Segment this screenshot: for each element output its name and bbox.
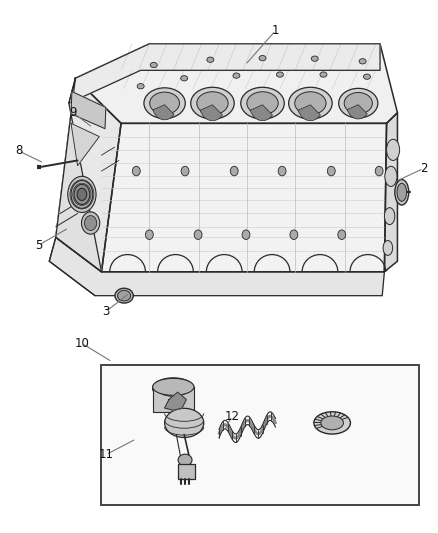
Ellipse shape: [152, 378, 194, 399]
Wedge shape: [250, 105, 272, 120]
Ellipse shape: [314, 412, 350, 434]
Ellipse shape: [383, 240, 392, 255]
Ellipse shape: [327, 166, 335, 176]
Ellipse shape: [85, 216, 97, 230]
Wedge shape: [153, 104, 174, 120]
Ellipse shape: [289, 87, 332, 119]
Ellipse shape: [165, 408, 204, 438]
Ellipse shape: [181, 166, 189, 176]
Polygon shape: [102, 123, 387, 272]
Wedge shape: [298, 105, 321, 120]
Wedge shape: [200, 105, 223, 120]
Ellipse shape: [290, 230, 298, 239]
Ellipse shape: [137, 84, 144, 89]
Ellipse shape: [145, 230, 153, 239]
Text: 5: 5: [35, 239, 42, 252]
Ellipse shape: [233, 73, 240, 78]
Text: 9: 9: [70, 106, 77, 119]
Ellipse shape: [207, 57, 214, 62]
Ellipse shape: [242, 230, 250, 239]
Text: 1: 1: [272, 24, 279, 37]
Ellipse shape: [144, 88, 185, 118]
Text: 2: 2: [420, 162, 427, 175]
Ellipse shape: [194, 230, 202, 239]
Text: 3: 3: [102, 305, 110, 318]
Ellipse shape: [77, 188, 87, 200]
Ellipse shape: [71, 181, 93, 208]
Polygon shape: [75, 44, 397, 123]
Polygon shape: [165, 392, 186, 410]
Ellipse shape: [344, 93, 372, 114]
Polygon shape: [56, 78, 121, 272]
Ellipse shape: [230, 166, 238, 176]
Ellipse shape: [150, 62, 157, 68]
Ellipse shape: [197, 92, 228, 115]
Ellipse shape: [132, 166, 140, 176]
Ellipse shape: [321, 416, 343, 430]
Text: 10: 10: [74, 337, 89, 350]
Bar: [178, 464, 195, 479]
Polygon shape: [71, 123, 99, 166]
Polygon shape: [385, 113, 397, 272]
Polygon shape: [69, 44, 380, 103]
Ellipse shape: [375, 166, 383, 176]
Ellipse shape: [241, 87, 284, 119]
Ellipse shape: [115, 288, 133, 303]
Ellipse shape: [276, 72, 283, 77]
Ellipse shape: [385, 166, 397, 187]
Ellipse shape: [359, 59, 366, 64]
Ellipse shape: [338, 230, 346, 239]
Ellipse shape: [158, 381, 189, 397]
Polygon shape: [71, 92, 106, 128]
Ellipse shape: [387, 139, 399, 160]
Ellipse shape: [81, 212, 100, 234]
Ellipse shape: [74, 184, 90, 205]
Text: 12: 12: [225, 409, 240, 423]
Ellipse shape: [178, 454, 192, 466]
Ellipse shape: [117, 290, 131, 301]
Ellipse shape: [247, 92, 278, 115]
Polygon shape: [56, 78, 102, 272]
Ellipse shape: [152, 378, 194, 395]
Ellipse shape: [397, 183, 406, 201]
Ellipse shape: [311, 56, 318, 61]
Ellipse shape: [181, 76, 187, 81]
Ellipse shape: [68, 176, 96, 213]
Ellipse shape: [320, 72, 327, 77]
Ellipse shape: [278, 166, 286, 176]
Ellipse shape: [385, 208, 395, 224]
Bar: [153, 387, 194, 413]
Ellipse shape: [364, 74, 371, 79]
Wedge shape: [347, 104, 367, 119]
Polygon shape: [49, 237, 385, 296]
Ellipse shape: [259, 55, 266, 61]
Text: 8: 8: [15, 144, 22, 157]
Ellipse shape: [339, 88, 378, 118]
Ellipse shape: [150, 92, 180, 114]
Bar: [102, 365, 419, 505]
Ellipse shape: [395, 180, 409, 205]
Text: 11: 11: [99, 448, 113, 461]
Ellipse shape: [295, 92, 326, 115]
Ellipse shape: [191, 87, 234, 119]
